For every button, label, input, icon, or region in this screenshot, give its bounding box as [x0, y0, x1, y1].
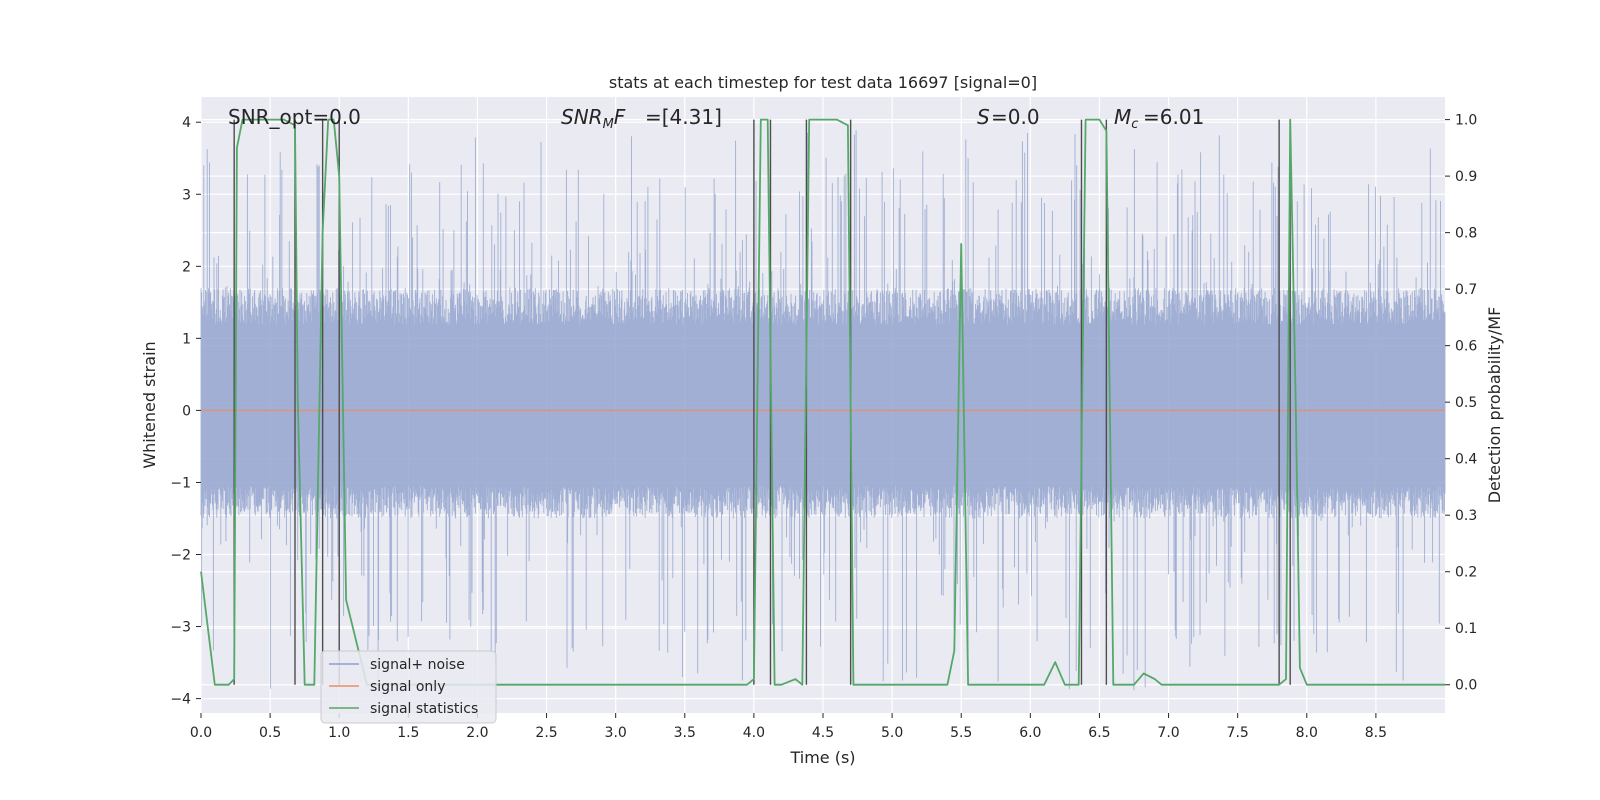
y-tick-label-right: 0.4	[1455, 452, 1477, 468]
x-tick-label: 3.5	[674, 725, 696, 741]
x-tick-label: 3.0	[605, 725, 627, 741]
x-tick-label: 8.0	[1296, 725, 1318, 741]
legend-label-statistics: signal statistics	[370, 701, 478, 717]
x-tick-label: 2.0	[466, 725, 488, 741]
y-tick-label-left: 1	[182, 331, 191, 347]
x-tick-label: 8.5	[1365, 725, 1387, 741]
x-tick-label: 1.5	[397, 725, 419, 741]
y-tick-label-right: 0.5	[1455, 395, 1477, 411]
signal-statistics-series	[200, 118, 1445, 686]
y-tick-label-left: −3	[170, 620, 191, 636]
x-tick-label: 2.5	[535, 725, 557, 741]
x-tick-label: 0.0	[190, 725, 212, 741]
chart-title: stats at each timestep for test data 166…	[609, 73, 1037, 92]
y-tick-label-left: −2	[170, 547, 191, 563]
legend-box	[320, 650, 497, 724]
y-tick-label-right: 0.8	[1455, 226, 1477, 242]
y-tick-label-right: 0.6	[1455, 339, 1477, 355]
annotation-mc-symbol: Mc	[1114, 105, 1138, 132]
x-tick-label: 1.0	[328, 725, 350, 741]
x-ticks: 0.0 0.5 1.0 1.5 2.0 2.5 3.0 3.5 4.0 4.5 5.0 5.5 6.0 6…	[190, 713, 1387, 741]
annotation-s-value: =0.0	[991, 105, 1040, 129]
y-tick-label-right: 0.3	[1455, 508, 1477, 524]
y-ticks-left: −4 −3 −2 −1 0 1 2 3 4	[170, 115, 201, 708]
annotation-mc-value: =6.01	[1143, 105, 1204, 129]
y-tick-label-right: 1.0	[1455, 113, 1477, 129]
y-tick-label-left: −1	[170, 475, 191, 491]
x-tick-label: 4.5	[812, 725, 834, 741]
y-tick-label-left: 0	[182, 403, 191, 419]
x-tick-label: 5.5	[950, 725, 972, 741]
legend-label-signal-only: signal only	[370, 679, 445, 695]
x-tick-label: 7.5	[1227, 725, 1249, 741]
y-tick-label-right: 0.0	[1455, 678, 1477, 694]
y-tick-label-right: 0.7	[1455, 282, 1477, 298]
y-tick-label-right: 0.9	[1455, 169, 1477, 185]
x-tick-label: 5.0	[881, 725, 903, 741]
signal-statistics-line	[200, 118, 1445, 686]
y-tick-label-left: 4	[182, 115, 191, 131]
x-tick-label: 7.0	[1157, 725, 1179, 741]
legend: signal+ noise signal only signal statist…	[320, 650, 497, 724]
annotation-snr-opt: SNR_opt=0.0	[228, 105, 361, 129]
y-tick-label-right: 0.1	[1455, 621, 1477, 637]
y-axis-label-right: Detection probability/MF	[1485, 307, 1504, 504]
x-tick-label: 6.5	[1088, 725, 1110, 741]
annotation-s-symbol: S	[977, 105, 990, 129]
annotation-snr-mf-symbol: SNRMF	[561, 105, 626, 132]
y-tick-label-left: 3	[182, 187, 191, 203]
y-ticks-right: 0.0 0.1 0.2 0.3 0.4 0.5 0.6 0.7 0.8 0.9 1.0	[1445, 113, 1477, 694]
x-tick-label: 0.5	[259, 725, 281, 741]
y-tick-label-left: 2	[182, 259, 191, 275]
legend-label-noise: signal+ noise	[370, 657, 465, 673]
y-axis-label-left: Whitened strain	[140, 341, 159, 468]
x-tick-label: 6.0	[1019, 725, 1041, 741]
annotation-snr-mf-value: =[4.31]	[645, 105, 722, 129]
x-tick-label: 4.0	[743, 725, 765, 741]
y-tick-label-right: 0.2	[1455, 565, 1477, 581]
x-axis-label: Time (s)	[789, 748, 855, 767]
y-tick-label-left: −4	[170, 692, 191, 708]
